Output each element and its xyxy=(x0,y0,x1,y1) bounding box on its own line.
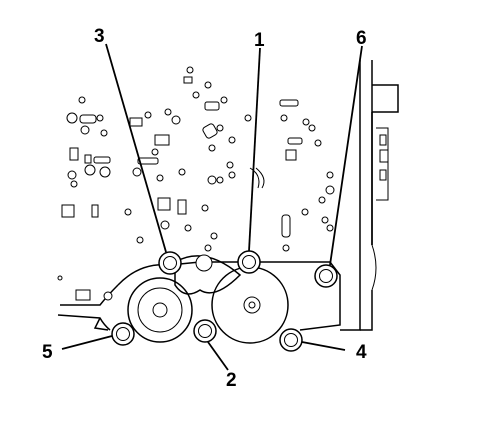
valve-body-plate xyxy=(57,261,341,331)
leader-4 xyxy=(301,341,346,351)
leader-6 xyxy=(329,45,363,266)
side-bracket xyxy=(340,60,399,331)
leader-lines xyxy=(61,43,363,371)
leader-2 xyxy=(207,341,229,371)
bolt-6 xyxy=(314,264,338,288)
callout-labels: 1 2 3 4 5 6 xyxy=(42,26,367,391)
callout-2: 2 xyxy=(226,370,237,391)
gear-assembly xyxy=(75,254,289,344)
callout-3: 3 xyxy=(94,26,105,47)
bolt-5 xyxy=(111,322,135,346)
bolt-4 xyxy=(279,328,303,352)
valve-body-passages xyxy=(57,66,335,281)
leader-3 xyxy=(105,43,167,253)
callout-5: 5 xyxy=(42,342,53,363)
leader-5 xyxy=(61,335,113,350)
bolt-3 xyxy=(158,251,182,275)
bolt-2 xyxy=(193,319,217,343)
bolt-1 xyxy=(237,250,261,274)
callout-4: 4 xyxy=(356,342,367,363)
callout-6: 6 xyxy=(356,28,367,49)
callout-1: 1 xyxy=(254,30,265,51)
leader-1 xyxy=(248,47,261,252)
